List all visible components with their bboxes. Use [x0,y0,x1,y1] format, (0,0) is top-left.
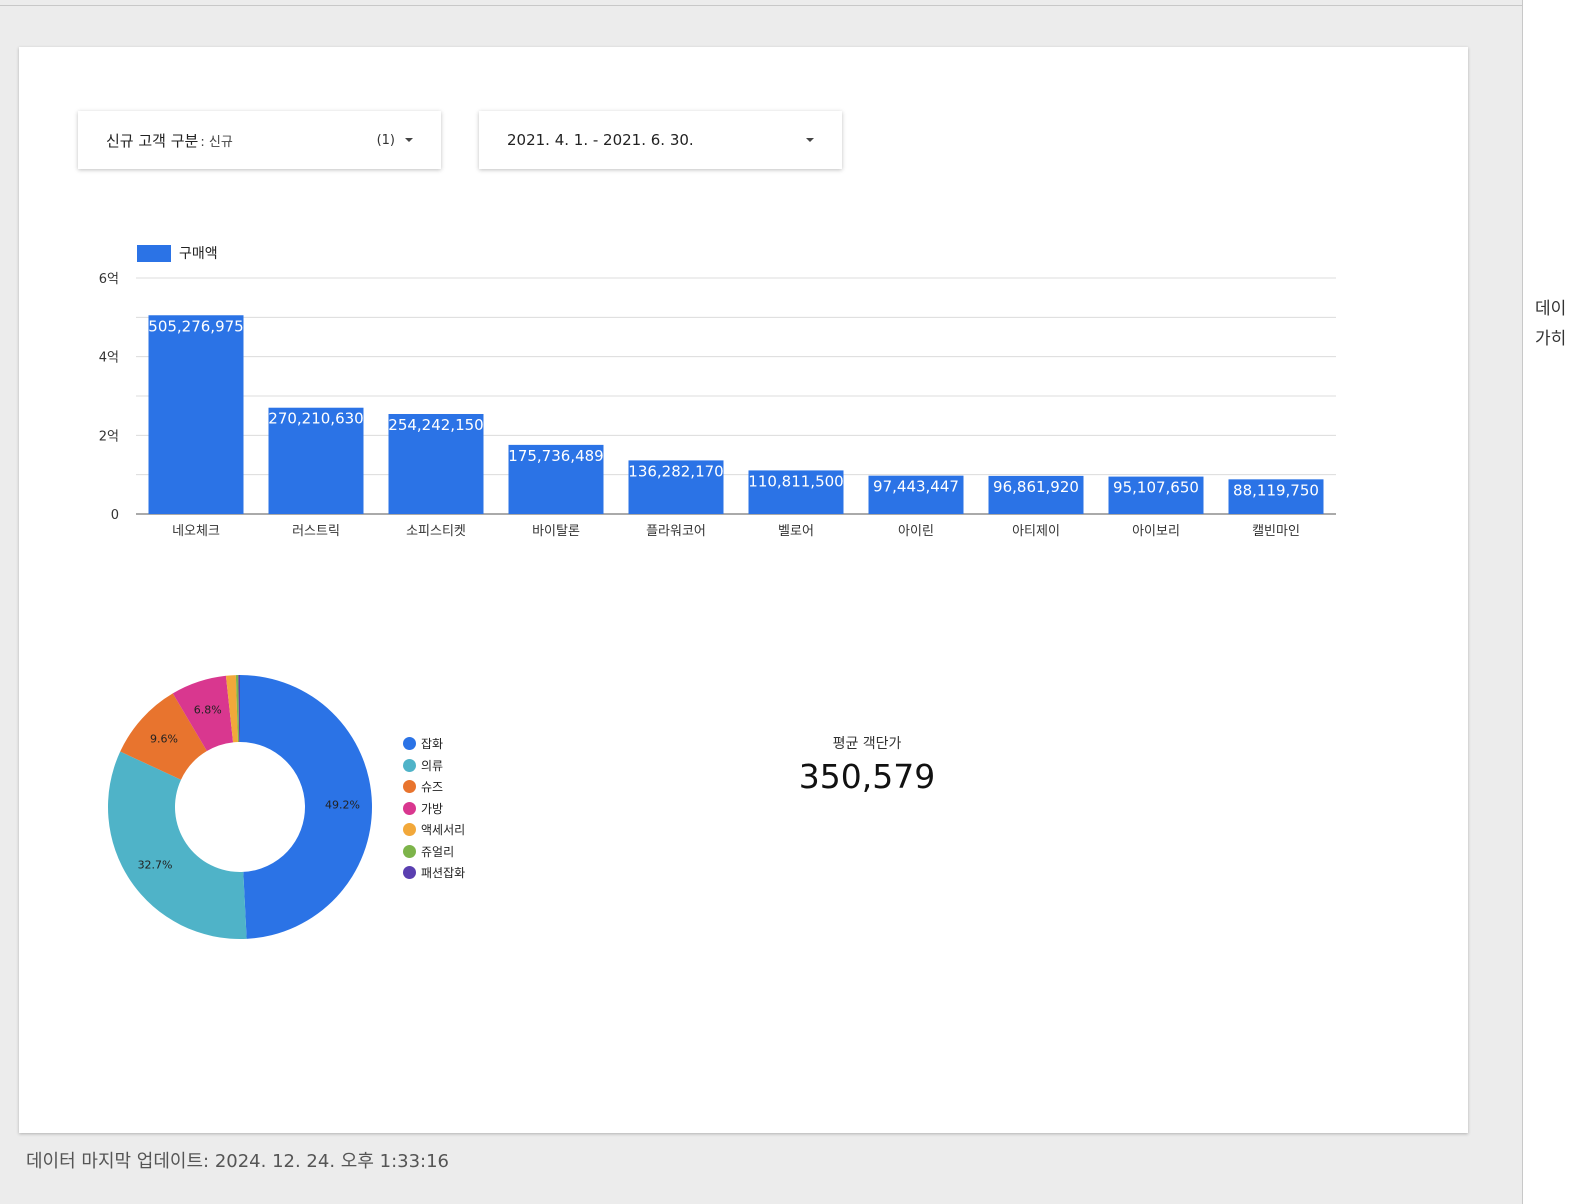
legend-dot [403,801,416,815]
legend-item-label: 의류 [421,758,444,773]
slice-percent-label: 49.2% [325,798,360,811]
donut-slice [225,675,238,743]
bar [388,413,484,514]
bar-data-label: 97,443,447 [873,478,959,496]
legend-item[interactable]: 패션잡화 [403,862,465,884]
bar [988,475,1084,514]
x-category-label: 캘빈마인 [1252,524,1300,539]
bar [748,470,844,514]
legend-item-label: 가방 [421,801,444,816]
bar [868,475,964,514]
legend-dot [403,844,416,858]
bar-data-label: 136,282,170 [628,462,723,480]
x-category-label: 벨로어 [778,524,814,539]
x-category-label: 플라워코어 [646,524,706,539]
report-canvas: 신규 고객 구분 : 신규 (1) 2021. 4. 1. - 2021. 6.… [19,47,1468,1133]
legend-item[interactable]: 액세서리 [403,819,465,841]
bar-data-label: 88,119,750 [1233,481,1319,499]
dropdown-caret-icon[interactable] [806,138,814,142]
legend-item[interactable]: 잡화 [403,733,465,755]
legend-item-label: 액세서리 [421,823,466,838]
donut-chart[interactable]: 49.2% 32.7% 9.6% 6.8% [19,47,419,1047]
legend-item[interactable]: 슈즈 [403,776,465,798]
legend-dot [403,758,416,772]
y-tick-label: 6억 [99,272,119,287]
bar-data-label: 95,107,650 [1113,479,1199,497]
donut-slice [235,675,240,743]
legend-item[interactable]: 가방 [403,798,465,820]
x-category-label: 바이탈론 [532,524,580,539]
legend-item-label: 패션잡화 [421,866,466,881]
date-range-filter[interactable]: 2021. 4. 1. - 2021. 6. 30. [479,111,842,169]
y-tick-label: 4억 [99,351,119,366]
dropdown-caret-icon[interactable] [405,138,413,142]
bar-data-label: 254,242,150 [388,416,483,434]
y-tick-label: 0 [111,508,119,523]
scorecard-title: 평균 객단가 [832,736,902,752]
slice-percent-label: 9.6% [150,732,178,745]
legend-item[interactable]: 쥬얼리 [403,841,465,863]
date-range-value: 2021. 4. 1. - 2021. 6. 30. [507,131,694,149]
x-category-label: 아티제이 [1012,524,1060,539]
right-side-panel: 데이 가히 [1522,0,1594,1204]
legend-label: 구매액 [179,246,218,262]
side-panel-hint: 데이 가히 [1535,299,1567,349]
slice-percent-label: 32.7% [138,858,173,871]
donut-slice [240,675,372,939]
donut-slice [172,675,234,752]
last-updated-text: 데이터 마지막 업데이트: 2024. 12. 24. 오후 1:33:16 [26,1151,450,1172]
bar-data-label: 270,210,630 [268,410,363,428]
bar [268,407,364,514]
bar-data-label: 110,811,500 [748,472,843,490]
x-category-label: 러스트릭 [292,524,340,539]
x-category-label: 네오체크 [172,524,220,539]
donut-slice [238,675,240,743]
legend-item-label: 슈즈 [421,780,444,795]
bar [628,460,724,514]
bar-chart-legend[interactable]: 구매액 [137,243,218,263]
bar [1108,476,1204,514]
scorecard-value: 350,579 [798,757,936,796]
legend-dot [403,737,416,751]
customer-filter-count: (1) [376,132,395,148]
bar [148,315,244,514]
legend-dot [403,780,416,794]
bar-data-label: 96,861,920 [993,478,1079,496]
customer-type-filter[interactable]: 신규 고객 구분 : 신규 (1) [78,111,441,169]
bar-data-label: 175,736,489 [508,447,603,465]
legend-item-label: 쥬얼리 [421,844,455,859]
x-category-label: 아이보리 [1132,524,1180,539]
slice-percent-label: 6.8% [194,704,222,717]
bar [508,444,604,514]
donut-slice [108,751,247,939]
bar-data-label: 505,276,975 [148,317,243,335]
legend-item[interactable]: 의류 [403,755,465,777]
legend-item-label: 잡화 [421,737,444,752]
legend-dot [403,866,416,880]
donut-slice [120,693,207,780]
scorecard: 평균 객단가 350,579 [767,733,967,796]
bar [1228,479,1324,514]
x-category-label: 소피스티켓 [406,524,466,539]
legend-swatch [137,244,171,262]
customer-filter-value: : 신규 [200,134,233,150]
legend-dot [403,823,416,837]
customer-filter-label: 신규 고객 구분 [106,131,199,150]
y-tick-label: 2억 [99,429,119,444]
top-border [0,0,1522,6]
bar-chart[interactable]: 0 2억 4억 6억 505,276,975 네오체크 270,210,630 러스트릭 254… [19,47,1468,567]
x-category-label: 아이린 [898,524,934,539]
